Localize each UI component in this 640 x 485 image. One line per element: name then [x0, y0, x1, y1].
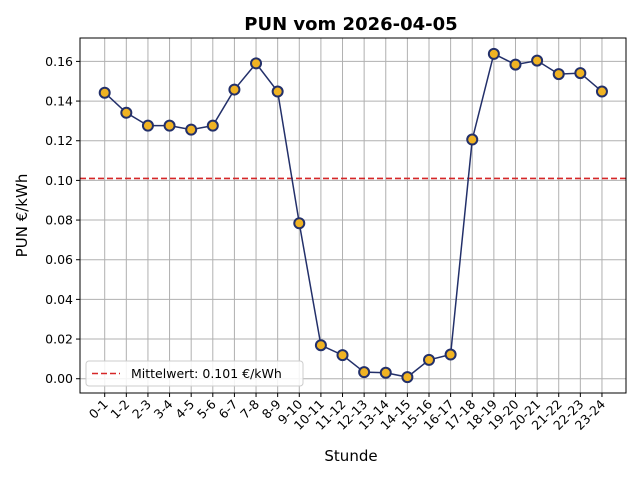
- data-point: [574, 67, 587, 80]
- x-axis-label: Stunde: [324, 447, 377, 465]
- data-point: [250, 57, 263, 70]
- data-point: [401, 371, 414, 384]
- data-point: [358, 366, 371, 379]
- legend-mean-label: Mittelwert: 0.101 €/kWh: [131, 366, 282, 381]
- data-point: [120, 106, 133, 119]
- data-point: [185, 123, 198, 136]
- data-point: [379, 366, 392, 379]
- y-tick-label: 0.12: [45, 133, 73, 148]
- data-point: [466, 133, 479, 146]
- y-tick-label: 0.08: [45, 213, 73, 228]
- y-tick-label: 0.00: [45, 371, 73, 386]
- data-point: [509, 58, 522, 71]
- data-point: [98, 86, 111, 99]
- data-point: [206, 119, 219, 132]
- y-tick-label: 0.06: [45, 252, 73, 267]
- data-point: [552, 68, 565, 81]
- data-point: [423, 353, 435, 366]
- data-point: [595, 85, 608, 98]
- y-axis-label: PUN €/kWh: [13, 174, 31, 258]
- y-tick-label: 0.14: [45, 94, 73, 109]
- y-tick-label: 0.16: [45, 54, 73, 69]
- chart-title: PUN vom 2026-04-05: [244, 14, 457, 35]
- legend: Mittelwert: 0.101 €/kWh: [85, 360, 304, 387]
- data-point: [336, 349, 349, 362]
- data-point: [444, 348, 457, 361]
- y-tick-label: 0.10: [45, 173, 73, 188]
- legend-box: [85, 360, 304, 387]
- data-point: [271, 85, 284, 98]
- data-point: [314, 339, 327, 352]
- y-axis-ticks: 0.00 0.02 0.04 0.06 0.08 0.10 0.12 0.14 0.16: [45, 54, 80, 386]
- y-tick-label: 0.02: [45, 332, 73, 347]
- y-tick-label: 0.04: [45, 292, 73, 307]
- data-point: [141, 119, 154, 132]
- data-point: [531, 54, 544, 67]
- data-point: [228, 83, 241, 96]
- plot-frame: [79, 37, 627, 394]
- series-layer: [98, 47, 608, 384]
- data-point: [293, 217, 306, 230]
- data-point: [163, 119, 176, 132]
- data-point: [487, 47, 500, 60]
